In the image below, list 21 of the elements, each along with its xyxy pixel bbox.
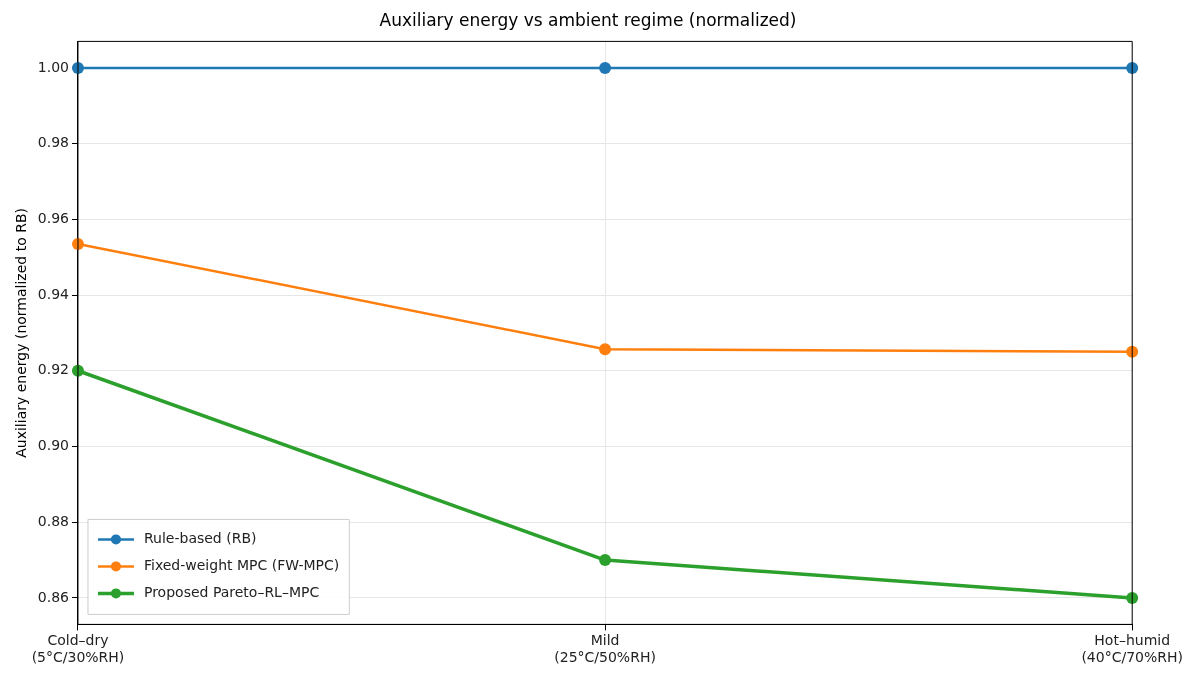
x-tick-label: Mild (25°C/50%RH) <box>554 632 656 666</box>
point <box>1126 591 1139 604</box>
x-tick-label: Cold–dry (5°C/30%RH) <box>31 632 125 666</box>
y-tick-label: 0.98 <box>37 134 69 151</box>
point <box>1126 61 1139 74</box>
x-tick-label: Hot–humid (40°C/70%RH) <box>1081 632 1183 666</box>
legend-label: Proposed Pareto–RL–MPC <box>143 584 320 601</box>
y-tick-label: 1.00 <box>37 58 69 75</box>
point <box>599 61 612 74</box>
legend-label: Fixed-weight MPC (FW-MPC) <box>143 557 340 574</box>
chart-title: Auxiliary energy vs ambient regime (normalized) <box>379 9 797 30</box>
y-tick-label: 0.90 <box>37 437 69 454</box>
y-tick-label: 0.96 <box>37 209 70 226</box>
y-tick-label: 0.92 <box>37 361 69 378</box>
point <box>599 343 612 356</box>
y-tick-label: 0.86 <box>37 588 70 605</box>
y-tick-label: 0.94 <box>37 285 70 302</box>
y-axis-title: Auxiliary energy (normalized to RB) <box>13 208 30 458</box>
y-tick-label: 0.88 <box>37 512 69 529</box>
legend-label: Rule-based (RB) <box>143 530 257 547</box>
point <box>599 554 612 567</box>
